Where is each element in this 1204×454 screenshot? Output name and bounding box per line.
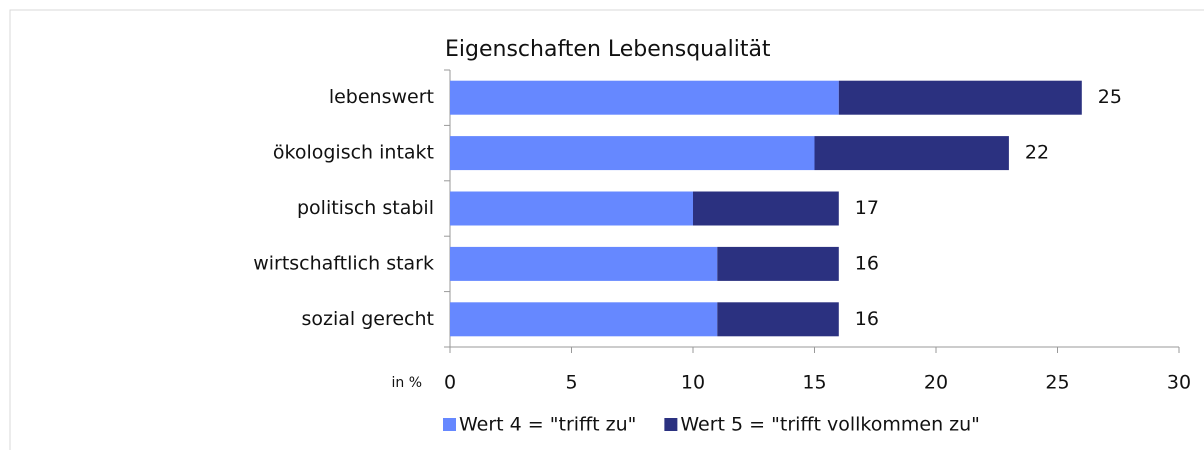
x-tick-label: 5 xyxy=(565,372,577,394)
bar-segment xyxy=(717,246,839,281)
total-label: 17 xyxy=(855,197,879,219)
bar-segment xyxy=(717,302,839,337)
y-tick-label: wirtschaftlich stark xyxy=(253,252,434,274)
bar-segment xyxy=(450,246,718,281)
x-tick-label: 30 xyxy=(1167,372,1191,394)
chart-border xyxy=(9,9,1204,454)
total-label: 22 xyxy=(1025,142,1049,164)
bar-segment xyxy=(838,80,1082,115)
x-axis-label: in % xyxy=(391,375,422,391)
bar-segment xyxy=(450,302,718,337)
legend-label: Wert 4 = "trifft zu" xyxy=(459,414,636,436)
bar-segment xyxy=(693,191,839,226)
x-tick-label: 15 xyxy=(802,372,826,394)
chart-title: Eigenschaften Lebensqualität xyxy=(445,37,771,62)
y-tick-label: lebenswert xyxy=(329,86,434,108)
bar-segment xyxy=(814,136,1009,171)
total-label: 16 xyxy=(855,252,879,274)
x-tick-label: 0 xyxy=(444,372,456,394)
total-label: 16 xyxy=(855,308,879,330)
total-label: 25 xyxy=(1098,86,1122,108)
bar-segment xyxy=(450,80,839,115)
x-tick-label: 25 xyxy=(1045,372,1069,394)
bar-segment xyxy=(450,136,815,171)
legend-label: Wert 5 = "trifft vollkommen zu" xyxy=(680,414,980,436)
x-tick-label: 20 xyxy=(924,372,948,394)
x-tick-label: 10 xyxy=(681,372,705,394)
y-tick-label: politisch stabil xyxy=(297,197,434,219)
bar-segment xyxy=(450,191,693,226)
y-tick-label: sozial gerecht xyxy=(301,308,434,330)
legend-swatch xyxy=(664,418,678,431)
y-tick-label: ökologisch intakt xyxy=(273,142,434,164)
legend-swatch xyxy=(443,418,456,431)
